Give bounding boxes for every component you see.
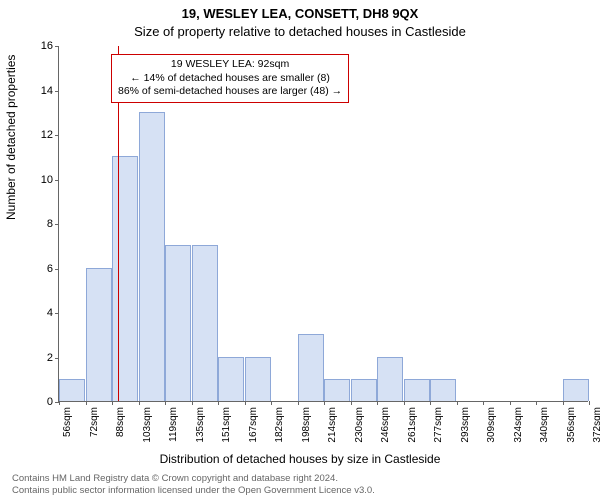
x-tick-label: 72sqm <box>89 407 100 437</box>
x-tick-mark <box>324 401 325 405</box>
x-tick-mark <box>112 401 113 405</box>
annotation-line2: ← 14% of detached houses are smaller (8) <box>118 72 342 86</box>
x-tick-mark <box>483 401 484 405</box>
x-tick-mark <box>59 401 60 405</box>
histogram-bar <box>139 112 165 401</box>
histogram-bar <box>377 357 403 402</box>
histogram-bar <box>112 156 138 401</box>
x-tick-mark <box>351 401 352 405</box>
y-tick: 8 <box>31 218 59 230</box>
x-tick-label: 230sqm <box>354 407 365 443</box>
x-tick-mark <box>139 401 140 405</box>
x-tick-label: 151sqm <box>221 407 232 443</box>
histogram-bar <box>430 379 456 401</box>
x-tick-mark <box>165 401 166 405</box>
x-tick-mark <box>218 401 219 405</box>
x-tick-mark <box>86 401 87 405</box>
footer-line1: Contains HM Land Registry data © Crown c… <box>12 473 375 484</box>
x-tick-label: 214sqm <box>327 407 338 443</box>
x-tick-mark <box>192 401 193 405</box>
y-tick: 4 <box>31 307 59 319</box>
y-tick: 12 <box>31 129 59 141</box>
x-tick-label: 135sqm <box>195 407 206 443</box>
x-tick-mark <box>298 401 299 405</box>
x-tick-label: 309sqm <box>486 407 497 443</box>
histogram-bar <box>192 245 218 401</box>
x-axis-label: Distribution of detached houses by size … <box>0 452 600 466</box>
x-tick-label: 340sqm <box>539 407 550 443</box>
x-tick-label: 324sqm <box>513 407 524 443</box>
histogram-bar <box>298 334 324 401</box>
histogram-bar <box>351 379 377 401</box>
footer-line2: Contains public sector information licen… <box>12 485 375 496</box>
histogram-bar <box>324 379 350 401</box>
histogram-bar <box>218 357 244 402</box>
x-tick-label: 182sqm <box>274 407 285 443</box>
x-tick-label: 56sqm <box>62 407 73 437</box>
x-tick-mark <box>536 401 537 405</box>
x-tick-label: 88sqm <box>115 407 126 437</box>
x-tick-mark <box>245 401 246 405</box>
histogram-bar <box>165 245 191 401</box>
x-tick-label: 261sqm <box>407 407 418 443</box>
y-tick: 14 <box>31 85 59 97</box>
chart-title-address: 19, WESLEY LEA, CONSETT, DH8 9QX <box>0 6 600 21</box>
histogram-bar <box>59 379 85 401</box>
x-tick-label: 372sqm <box>592 407 600 443</box>
histogram-bar <box>86 268 112 402</box>
x-tick-mark <box>430 401 431 405</box>
y-tick: 0 <box>31 396 59 408</box>
x-tick-label: 167sqm <box>248 407 259 443</box>
y-axis-label: Number of detached properties <box>4 55 18 220</box>
x-tick-mark <box>404 401 405 405</box>
x-tick-mark <box>377 401 378 405</box>
x-tick-mark <box>457 401 458 405</box>
y-tick: 16 <box>31 40 59 52</box>
x-tick-label: 198sqm <box>301 407 312 443</box>
y-tick: 2 <box>31 352 59 364</box>
histogram-bar <box>245 357 271 402</box>
y-tick: 6 <box>31 263 59 275</box>
annotation-line3: 86% of semi-detached houses are larger (… <box>118 85 342 99</box>
x-tick-label: 246sqm <box>380 407 391 443</box>
x-tick-label: 356sqm <box>566 407 577 443</box>
x-tick-label: 293sqm <box>460 407 471 443</box>
x-tick-label: 277sqm <box>433 407 444 443</box>
x-tick-label: 119sqm <box>168 407 179 442</box>
x-tick-label: 103sqm <box>142 407 153 443</box>
footer-attribution: Contains HM Land Registry data © Crown c… <box>12 473 375 496</box>
x-tick-mark <box>510 401 511 405</box>
annotation-box: 19 WESLEY LEA: 92sqm← 14% of detached ho… <box>111 54 349 103</box>
y-tick: 10 <box>31 174 59 186</box>
histogram-bar <box>563 379 589 401</box>
annotation-line1: 19 WESLEY LEA: 92sqm <box>118 58 342 72</box>
histogram-bar <box>404 379 430 401</box>
x-tick-mark <box>563 401 564 405</box>
x-tick-mark <box>589 401 590 405</box>
plot-area: 024681012141656sqm72sqm88sqm103sqm119sqm… <box>58 46 588 402</box>
x-tick-mark <box>271 401 272 405</box>
chart-title-sub: Size of property relative to detached ho… <box>0 24 600 39</box>
